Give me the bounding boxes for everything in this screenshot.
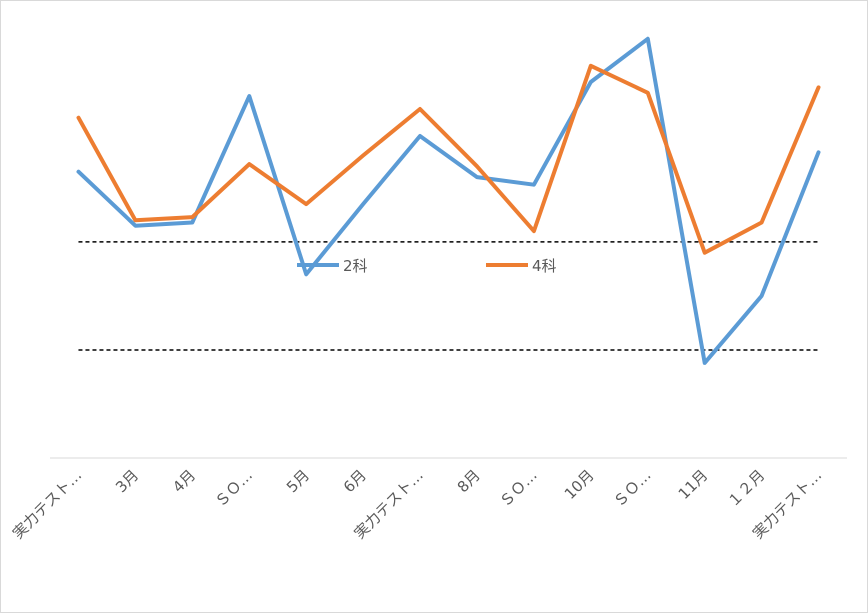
x-tick-label: 6月	[340, 466, 370, 496]
x-tick-label: 8月	[454, 466, 484, 496]
x-tick-label: ＳＯ…	[496, 466, 541, 511]
series-line-1	[76, 36, 821, 365]
reference-lines	[78, 241, 819, 351]
legend-label-2ka: 2科	[343, 257, 368, 275]
x-tick-label: 11月	[675, 466, 712, 503]
x-tick-label: 10月	[561, 466, 598, 503]
x-tick-label: 4月	[169, 466, 199, 496]
legend-label-4ka: 4科	[532, 257, 557, 275]
x-tick-label: 3月	[112, 466, 142, 496]
x-tick-label: 5月	[283, 466, 313, 496]
x-tick-label: 実力テスト…	[9, 466, 85, 542]
x-tick-label: ＳＯ…	[212, 466, 257, 511]
series-layer	[76, 36, 821, 365]
x-tick-label: ＳＯ…	[610, 466, 655, 511]
legend: 2科 4科	[297, 257, 557, 275]
series-line-2	[76, 63, 821, 255]
x-tick-label: １２月	[724, 466, 769, 511]
